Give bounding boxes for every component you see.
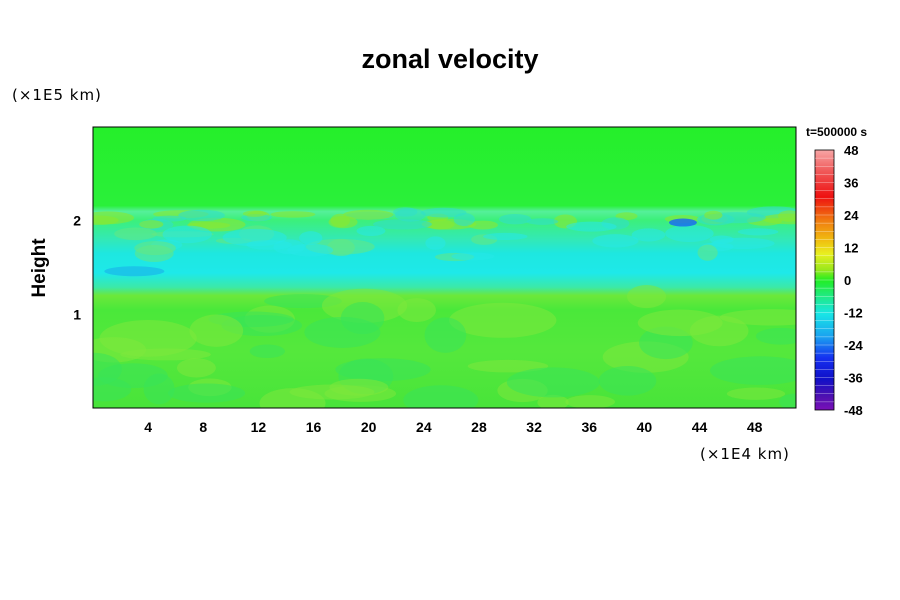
- anomaly-blob: [426, 219, 455, 230]
- anomaly-blob: [779, 393, 796, 408]
- anomaly-blob: [565, 395, 615, 408]
- anomaly-blob: [152, 215, 187, 222]
- anomaly-blob: [249, 344, 285, 359]
- colorbar-tick-label: -12: [844, 306, 863, 321]
- colorbar-tick-label: 12: [844, 241, 858, 256]
- anomaly-blob: [403, 385, 479, 408]
- anomaly-blob: [710, 356, 796, 385]
- anomaly-blob: [356, 225, 386, 236]
- x-tick-label: 48: [747, 419, 763, 435]
- y-axis-ticks: 12: [73, 213, 81, 323]
- anomaly-blob: [467, 359, 549, 373]
- anomaly-blob: [222, 228, 287, 247]
- anomaly-blob: [424, 317, 467, 353]
- anomaly-blob: [139, 220, 164, 229]
- anomaly-blob: [537, 394, 569, 408]
- anomaly-blob: [420, 207, 467, 218]
- anomaly-blob: [566, 221, 617, 232]
- anomaly-blob: [93, 352, 122, 386]
- anomaly-blob: [134, 241, 176, 256]
- anomaly-blob: [697, 244, 718, 261]
- anomaly-blob: [637, 309, 723, 337]
- anomaly-blob: [626, 284, 667, 309]
- anomaly-blob: [104, 266, 165, 277]
- anomaly-blob: [598, 365, 657, 396]
- anomaly-blob: [342, 209, 394, 220]
- anomaly-blob: [425, 236, 446, 250]
- anomaly-blob: [506, 367, 600, 398]
- anomaly-blob: [467, 220, 498, 230]
- plot-frame: [92, 126, 797, 409]
- anomaly-blob: [189, 314, 244, 347]
- colorbar-tick-label: 48: [844, 143, 858, 158]
- x-tick-label: 20: [361, 419, 377, 435]
- anomaly-blob: [99, 320, 197, 357]
- anomaly-blob: [482, 232, 528, 241]
- anomaly-blob: [726, 387, 786, 400]
- y-tick-label: 1: [73, 306, 81, 322]
- anomaly-blob: [498, 214, 532, 225]
- colorbar-tick-label: 24: [844, 208, 859, 223]
- y-tick-label: 2: [73, 213, 81, 229]
- anomaly-blob: [526, 218, 559, 225]
- anomaly-blob: [592, 234, 639, 248]
- x-axis-unit: (×1E4 km): [700, 445, 790, 463]
- anomaly-blob: [397, 298, 436, 323]
- colorbar-tick-label: 0: [844, 273, 851, 288]
- anomaly-blob: [242, 210, 267, 217]
- colorbar-tick-label: 36: [844, 176, 858, 191]
- x-tick-label: 12: [251, 419, 267, 435]
- anomaly-blob: [451, 252, 495, 261]
- anomaly-blob: [777, 210, 796, 222]
- anomaly-blob: [162, 225, 212, 244]
- x-tick-label: 44: [692, 419, 708, 435]
- x-axis-ticks: 4 8 12 16 20 24 28 32 36 40 44 48: [144, 419, 762, 435]
- anomaly-blob: [143, 373, 175, 405]
- anomaly-blob: [719, 309, 796, 326]
- colorbar-tick-label: -24: [844, 338, 864, 353]
- anomaly-blob: [167, 383, 246, 403]
- time-label: t=500000 s: [806, 125, 868, 139]
- anomaly-blob: [289, 384, 375, 400]
- chart-title: zonal velocity: [361, 44, 539, 74]
- anomaly-blob: [299, 231, 323, 245]
- anomaly-blob: [373, 219, 432, 230]
- x-tick-label: 16: [306, 419, 322, 435]
- anomaly-blob: [448, 302, 557, 338]
- anomaly-blob: [304, 316, 381, 348]
- x-tick-label: 40: [637, 419, 653, 435]
- anomaly-blob: [704, 210, 723, 220]
- colorbar-tick-label: -36: [844, 371, 863, 386]
- x-tick-label: 4: [144, 419, 152, 435]
- anomaly-blob: [178, 209, 225, 222]
- x-tick-label: 8: [199, 419, 207, 435]
- x-tick-label: 36: [581, 419, 597, 435]
- y-axis-unit: (×1E5 km): [12, 86, 102, 104]
- x-tick-label: 28: [471, 419, 487, 435]
- anomaly-blob: [755, 327, 796, 345]
- colorbar-ticks: 48 36 24 12 0 -12 -24 -36 -48: [844, 143, 864, 418]
- anomaly-blob: [93, 211, 135, 225]
- colorbar-lines: [815, 157, 834, 403]
- velocity-anomalies: [93, 206, 796, 408]
- colorbar: 48 36 24 12 0 -12 -24 -36 -48: [814, 143, 864, 418]
- colorbar-tick-label: -48: [844, 403, 863, 418]
- anomaly-blob: [631, 228, 666, 242]
- anomaly-blob: [176, 358, 216, 378]
- anomaly-blob: [270, 211, 316, 218]
- anomaly-blob: [668, 218, 697, 227]
- plot-area: [92, 126, 797, 409]
- anomaly-blob: [114, 227, 157, 241]
- anomaly-blob: [665, 225, 714, 242]
- x-tick-label: 32: [526, 419, 542, 435]
- anomaly-blob: [287, 243, 334, 257]
- anomaly-blob: [737, 228, 779, 236]
- anomaly-blob: [328, 215, 358, 229]
- anomaly-blob: [394, 208, 426, 222]
- x-tick-label: 24: [416, 419, 432, 435]
